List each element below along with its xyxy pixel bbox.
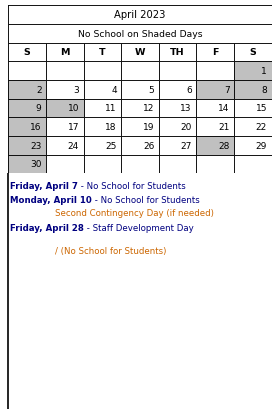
Text: Second Contingency Day (if needed): Second Contingency Day (if needed) bbox=[55, 209, 214, 218]
Text: 13: 13 bbox=[180, 104, 192, 113]
Text: 23: 23 bbox=[30, 141, 41, 150]
Text: 20: 20 bbox=[181, 123, 192, 132]
FancyBboxPatch shape bbox=[46, 81, 84, 99]
Text: S: S bbox=[24, 48, 31, 57]
Text: 17: 17 bbox=[67, 123, 79, 132]
FancyBboxPatch shape bbox=[196, 62, 234, 81]
FancyBboxPatch shape bbox=[121, 118, 159, 137]
FancyBboxPatch shape bbox=[121, 62, 159, 81]
Text: 2: 2 bbox=[36, 85, 41, 94]
FancyBboxPatch shape bbox=[196, 137, 234, 155]
FancyBboxPatch shape bbox=[8, 99, 46, 118]
FancyBboxPatch shape bbox=[8, 137, 46, 155]
FancyBboxPatch shape bbox=[84, 118, 121, 137]
FancyBboxPatch shape bbox=[8, 155, 46, 174]
Text: 21: 21 bbox=[218, 123, 230, 132]
Text: 30: 30 bbox=[30, 160, 41, 169]
Text: Friday, April 28: Friday, April 28 bbox=[10, 224, 84, 233]
FancyBboxPatch shape bbox=[8, 6, 272, 25]
Text: 7: 7 bbox=[224, 85, 230, 94]
Text: 10: 10 bbox=[67, 104, 79, 113]
FancyBboxPatch shape bbox=[234, 62, 272, 81]
FancyBboxPatch shape bbox=[234, 43, 272, 62]
FancyBboxPatch shape bbox=[46, 43, 84, 62]
FancyBboxPatch shape bbox=[234, 137, 272, 155]
FancyBboxPatch shape bbox=[196, 81, 234, 99]
FancyBboxPatch shape bbox=[121, 43, 159, 62]
FancyBboxPatch shape bbox=[159, 43, 196, 62]
FancyBboxPatch shape bbox=[234, 81, 272, 99]
FancyBboxPatch shape bbox=[84, 43, 121, 62]
FancyBboxPatch shape bbox=[84, 62, 121, 81]
Text: Friday, April 7: Friday, April 7 bbox=[10, 182, 78, 191]
FancyBboxPatch shape bbox=[234, 99, 272, 118]
FancyBboxPatch shape bbox=[159, 99, 196, 118]
Text: / (No School for Students): / (No School for Students) bbox=[55, 247, 167, 256]
FancyBboxPatch shape bbox=[46, 118, 84, 137]
FancyBboxPatch shape bbox=[8, 6, 272, 174]
Text: 3: 3 bbox=[73, 85, 79, 94]
FancyBboxPatch shape bbox=[84, 155, 121, 174]
FancyBboxPatch shape bbox=[159, 62, 196, 81]
FancyBboxPatch shape bbox=[8, 25, 272, 43]
Text: 18: 18 bbox=[105, 123, 117, 132]
Text: 12: 12 bbox=[143, 104, 154, 113]
FancyBboxPatch shape bbox=[46, 155, 84, 174]
Text: 11: 11 bbox=[105, 104, 117, 113]
FancyBboxPatch shape bbox=[8, 62, 46, 81]
Text: 29: 29 bbox=[256, 141, 267, 150]
FancyBboxPatch shape bbox=[159, 155, 196, 174]
FancyBboxPatch shape bbox=[8, 118, 46, 137]
FancyBboxPatch shape bbox=[234, 155, 272, 174]
Text: - Staff Development Day: - Staff Development Day bbox=[84, 224, 194, 233]
FancyBboxPatch shape bbox=[234, 118, 272, 137]
Text: 26: 26 bbox=[143, 141, 154, 150]
Text: - No School for Students: - No School for Students bbox=[92, 195, 200, 204]
FancyBboxPatch shape bbox=[8, 43, 46, 62]
Text: 24: 24 bbox=[68, 141, 79, 150]
Text: 4: 4 bbox=[111, 85, 117, 94]
FancyBboxPatch shape bbox=[46, 62, 84, 81]
Text: TH: TH bbox=[170, 48, 185, 57]
FancyBboxPatch shape bbox=[159, 118, 196, 137]
FancyBboxPatch shape bbox=[121, 137, 159, 155]
Text: 8: 8 bbox=[261, 85, 267, 94]
FancyBboxPatch shape bbox=[84, 81, 121, 99]
Text: M: M bbox=[60, 48, 69, 57]
Text: 5: 5 bbox=[148, 85, 154, 94]
Text: 16: 16 bbox=[30, 123, 41, 132]
FancyBboxPatch shape bbox=[46, 137, 84, 155]
FancyBboxPatch shape bbox=[46, 99, 84, 118]
Text: 15: 15 bbox=[256, 104, 267, 113]
Text: No School on Shaded Days: No School on Shaded Days bbox=[78, 29, 202, 38]
Text: 28: 28 bbox=[218, 141, 230, 150]
Text: April 2023: April 2023 bbox=[114, 11, 166, 20]
Text: W: W bbox=[135, 48, 145, 57]
Text: 27: 27 bbox=[181, 141, 192, 150]
FancyBboxPatch shape bbox=[196, 155, 234, 174]
Text: 19: 19 bbox=[143, 123, 154, 132]
FancyBboxPatch shape bbox=[121, 99, 159, 118]
FancyBboxPatch shape bbox=[84, 137, 121, 155]
FancyBboxPatch shape bbox=[159, 137, 196, 155]
Text: 25: 25 bbox=[105, 141, 117, 150]
Text: 9: 9 bbox=[36, 104, 41, 113]
Text: T: T bbox=[99, 48, 106, 57]
FancyBboxPatch shape bbox=[121, 81, 159, 99]
Text: 14: 14 bbox=[218, 104, 230, 113]
Text: - No School for Students: - No School for Students bbox=[78, 182, 186, 191]
FancyBboxPatch shape bbox=[8, 81, 46, 99]
Text: 22: 22 bbox=[256, 123, 267, 132]
FancyBboxPatch shape bbox=[196, 43, 234, 62]
FancyBboxPatch shape bbox=[84, 99, 121, 118]
Text: 1: 1 bbox=[261, 67, 267, 76]
Text: S: S bbox=[249, 48, 256, 57]
FancyBboxPatch shape bbox=[159, 81, 196, 99]
Text: Monday, April 10: Monday, April 10 bbox=[10, 195, 92, 204]
FancyBboxPatch shape bbox=[196, 118, 234, 137]
FancyBboxPatch shape bbox=[196, 99, 234, 118]
Text: F: F bbox=[212, 48, 218, 57]
FancyBboxPatch shape bbox=[121, 155, 159, 174]
Text: 6: 6 bbox=[186, 85, 192, 94]
